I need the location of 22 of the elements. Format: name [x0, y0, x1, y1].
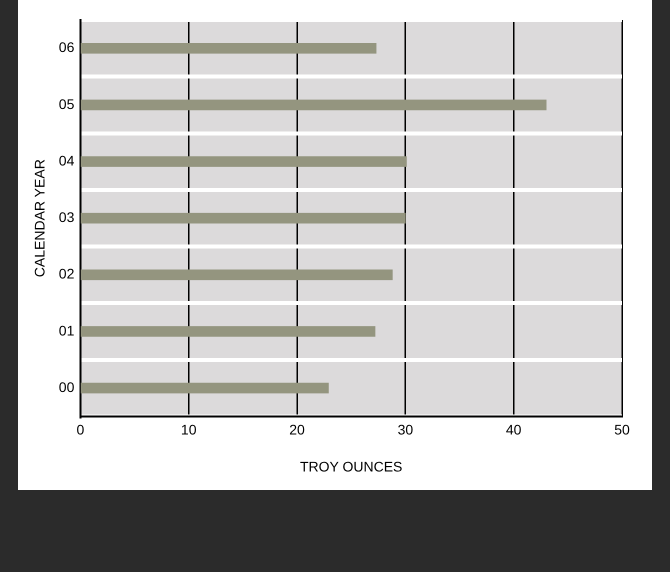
y-tick-label: 00	[58, 378, 75, 395]
y-tick-label: 02	[58, 266, 75, 282]
y-tick-label: 01	[58, 322, 75, 338]
x-tick-label: 10	[180, 422, 197, 438]
bar	[80, 156, 407, 167]
bar	[80, 326, 376, 337]
x-tick-label: 0	[76, 422, 84, 438]
bar	[80, 212, 406, 224]
x-tick-label: 30	[398, 422, 414, 438]
x-tick-label: 20	[289, 422, 306, 438]
y-tick-label: 06	[58, 39, 75, 56]
y-tick-label: 04	[58, 152, 75, 168]
y-axis-title: CALENDAR YEAR	[31, 159, 48, 278]
x-axis-title: TROY OUNCES	[300, 458, 402, 474]
x-tick-label: 50	[614, 422, 630, 438]
x-tick-label: 40	[506, 422, 522, 438]
bar	[80, 100, 546, 110]
bar	[80, 382, 329, 394]
bar	[80, 42, 376, 54]
bar	[80, 270, 393, 280]
y-tick-label: 03	[58, 209, 75, 226]
y-tick-label: 05	[58, 96, 75, 112]
